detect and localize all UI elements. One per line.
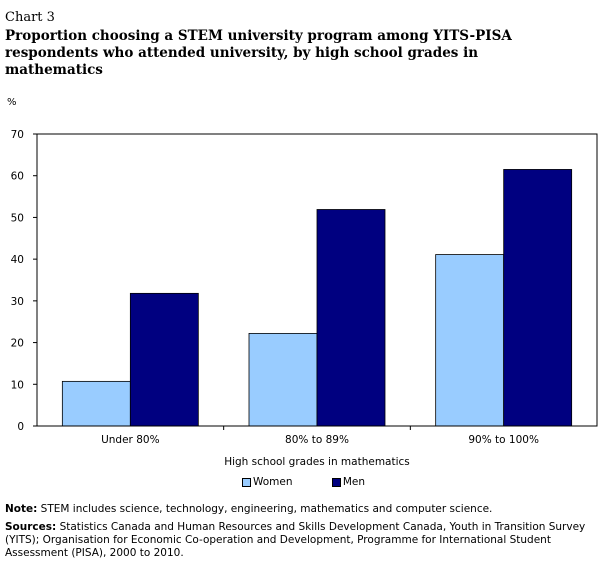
legend-swatch-women [241,477,251,487]
bar-women-1 [61,380,131,427]
y-tick-label: 40 [11,254,24,266]
y-tick-label: 30 [11,296,24,308]
bar-men-1 [129,292,199,427]
x-tick-label: Under 80% [101,434,159,446]
y-tick-label: 10 [11,379,24,391]
plot-area-frame [36,133,598,427]
bar-men-2 [316,209,386,427]
chart-plot: 0 10 20 30 40 50 60 70 Under 80% 80% to 89% 90% t… [11,129,598,468]
sources-text: Statistics Canada and Human Resources an… [5,521,586,559]
chart-title: Proportion choosing a STEM university pr… [5,28,512,78]
x-tick-label: 80% to 89% [285,434,349,446]
legend-label-men: Men [342,476,366,488]
y-axis-ticks: 0 10 20 30 40 50 60 70 [11,129,37,433]
bars-group [61,169,573,427]
y-tick-label: 50 [11,212,24,224]
y-tick-label: 20 [11,338,24,350]
footnotes: Note: STEM includes science, technology,… [5,503,600,565]
bar-men-3 [503,169,573,427]
note-text: STEM includes science, technology, engin… [37,503,493,515]
note-label: Note: [5,503,38,515]
sources-label: Sources: [5,521,57,533]
legend-label-women: Women [252,476,293,488]
legend-swatch-men [331,477,341,487]
bar-women-2 [248,332,318,427]
y-tick-label: 0 [17,421,24,433]
x-axis-tick-labels: Under 80% 80% to 89% 90% to 100% [101,426,539,446]
y-tick-label: 60 [11,171,24,183]
note: Note: STEM includes science, technology,… [5,503,600,516]
y-axis-unit-label: % [7,97,17,108]
sources: Sources: Statistics Canada and Human Res… [5,521,600,560]
chart-number: Chart 3 [5,10,55,25]
y-tick-label: 70 [11,129,24,141]
legend: Women Men [0,476,607,490]
x-tick-label: 90% to 100% [468,434,539,446]
x-axis-title: High school grades in mathematics [224,456,410,468]
legend-item-men: Men [331,476,366,488]
legend-item-women: Women [241,476,293,488]
bar-women-3 [435,254,505,427]
